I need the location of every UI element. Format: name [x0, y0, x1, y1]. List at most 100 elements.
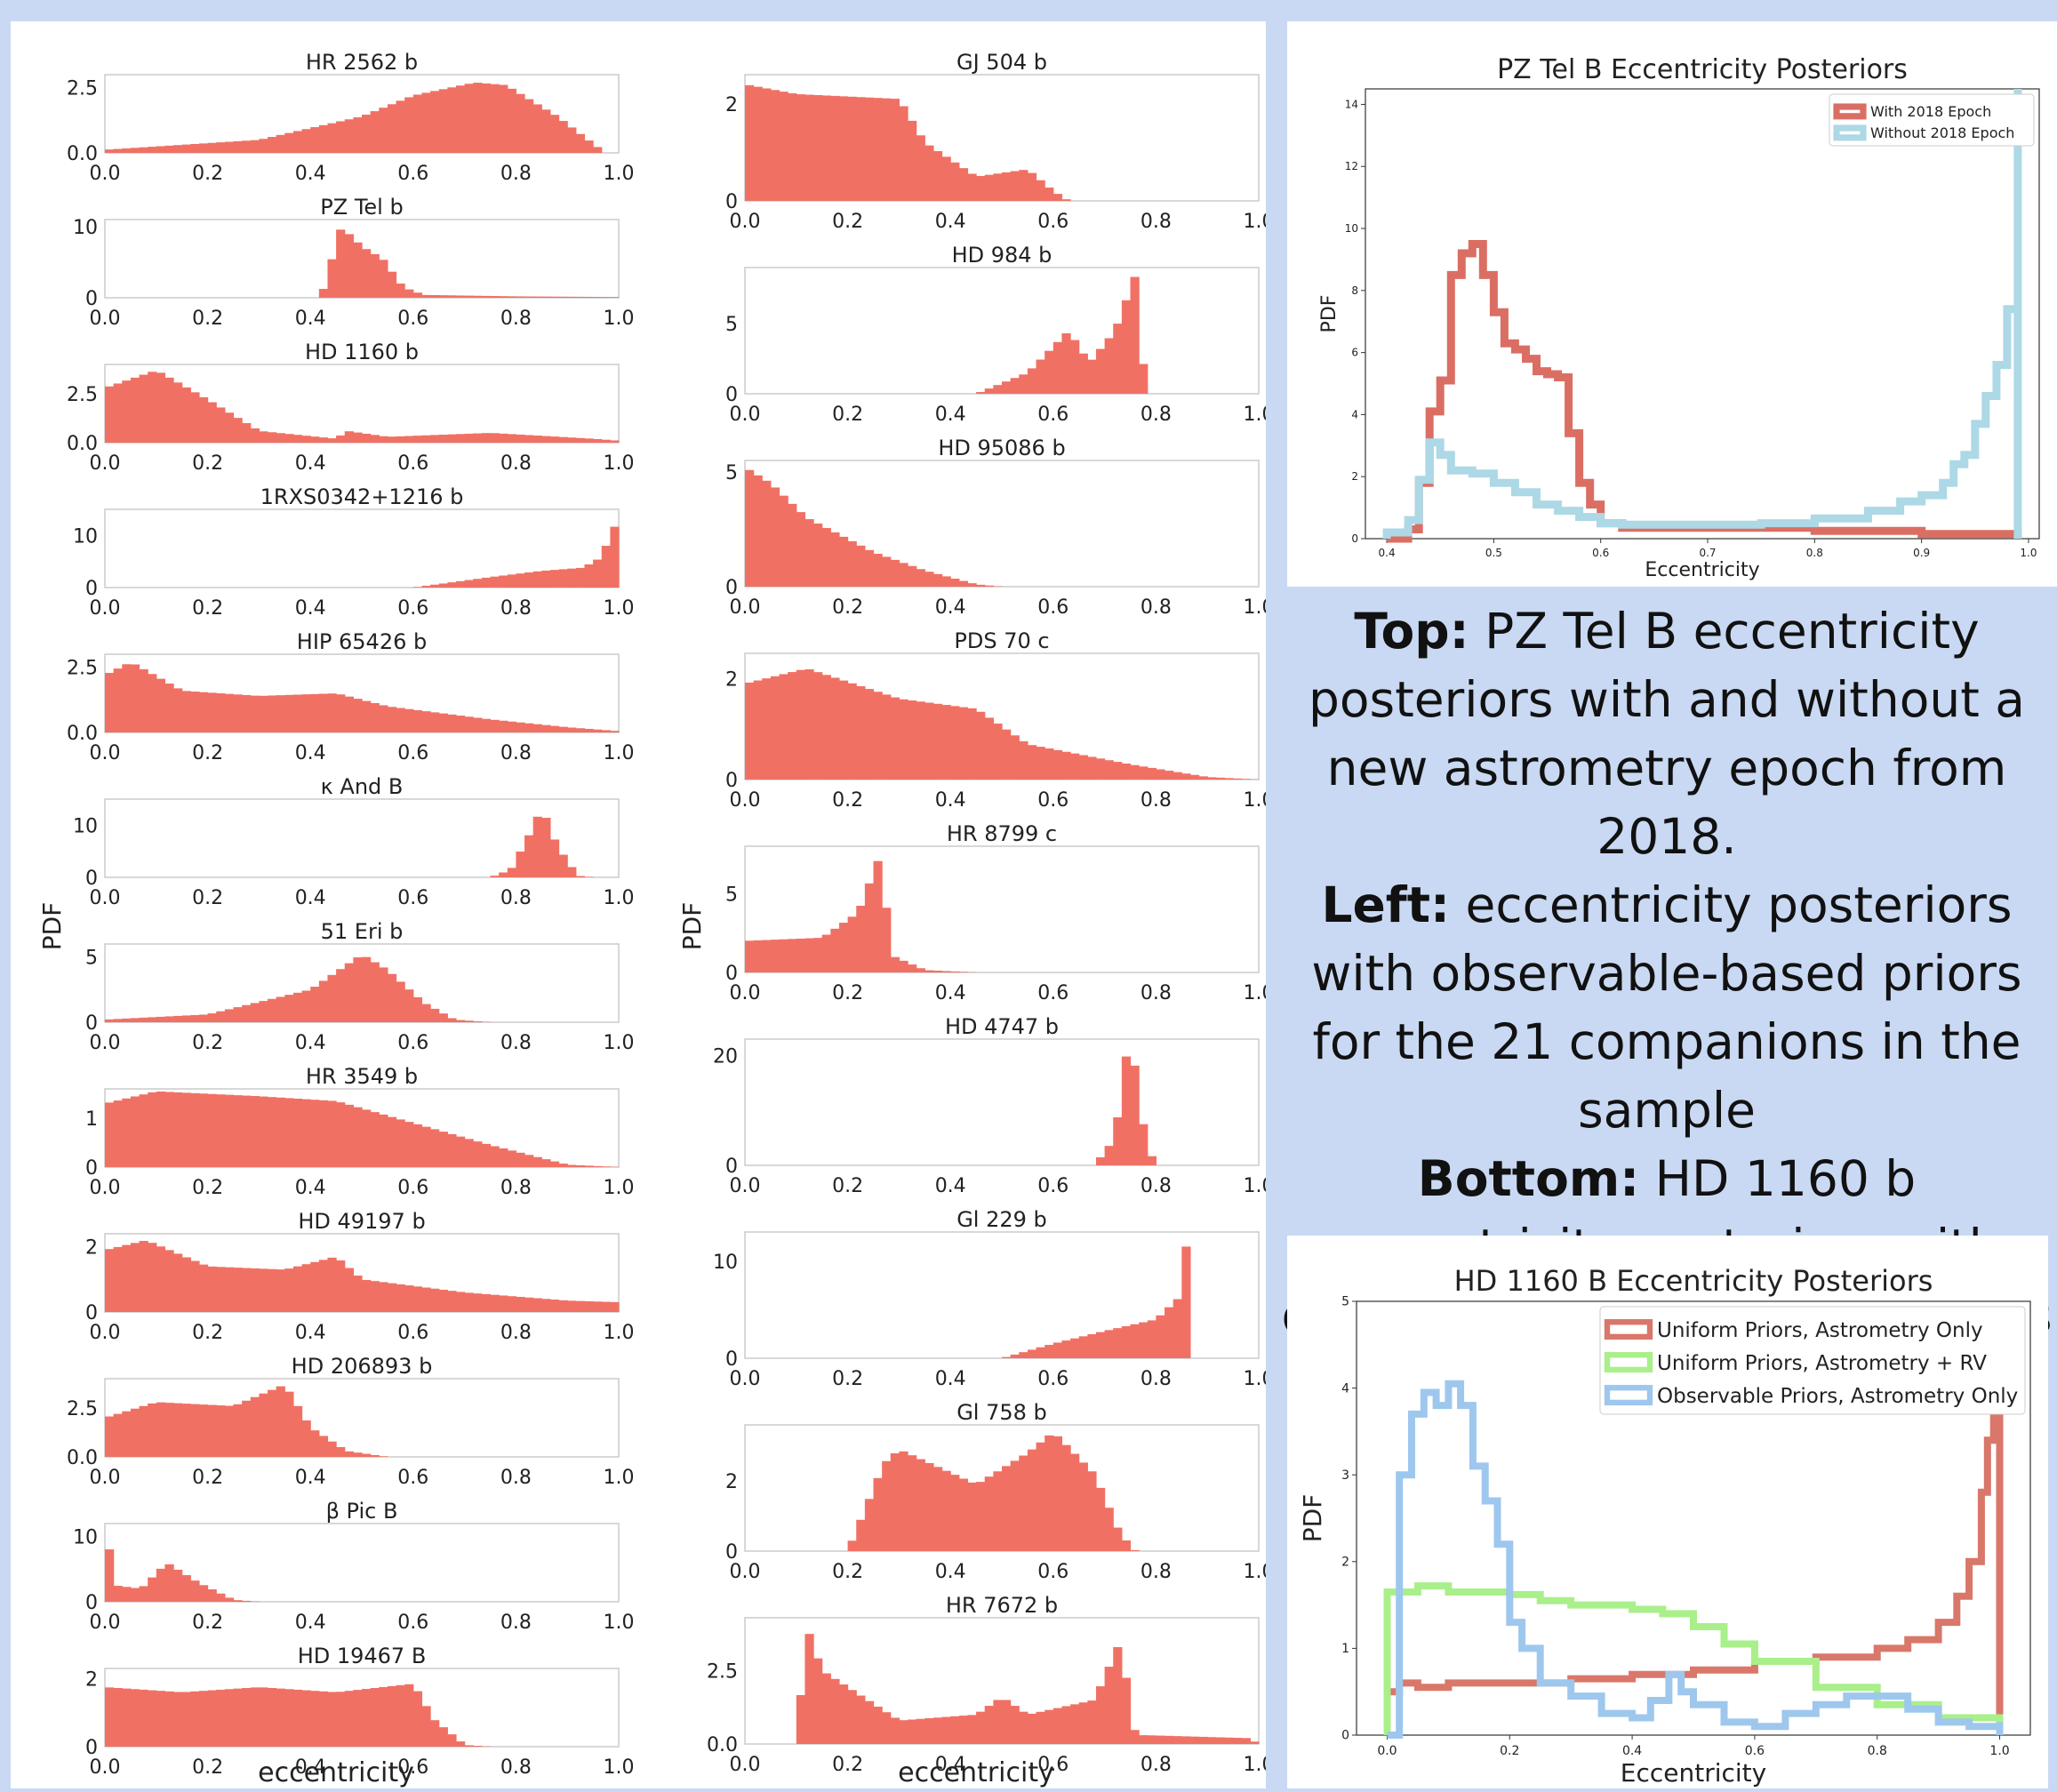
x-tick-label: 0.4 — [1622, 1744, 1642, 1758]
histogram-bar — [1122, 764, 1131, 780]
histogram-bar — [1105, 1330, 1114, 1358]
histogram-bar — [268, 1097, 276, 1167]
histogram-bar — [924, 703, 933, 780]
histogram-bar — [379, 1687, 388, 1747]
panel-axes-frame — [745, 1039, 1259, 1165]
histogram-bar — [780, 940, 788, 972]
histogram-bar — [1148, 1735, 1157, 1744]
histogram-bar — [788, 93, 796, 201]
histogram-bar — [499, 576, 508, 588]
histogram-bar — [541, 571, 550, 588]
x-tick-label: 0.2 — [832, 1561, 863, 1583]
x-tick-label: 0.0 — [730, 404, 761, 426]
x-tick-label: 1.0 — [604, 1177, 635, 1199]
histogram-bar — [1087, 756, 1096, 780]
histogram-bar — [874, 554, 883, 587]
histogram-bar — [268, 137, 276, 153]
histogram-bar — [310, 1262, 319, 1312]
histogram-bar — [482, 1144, 491, 1167]
histogram-bar — [310, 1100, 319, 1167]
histogram-bar — [959, 1478, 968, 1551]
histogram-bar — [1037, 180, 1045, 201]
histogram-bar — [413, 1124, 422, 1167]
histogram-bar — [1096, 1686, 1105, 1744]
right-column-xlabel: eccentricity — [898, 1757, 1054, 1788]
histogram-bar — [933, 151, 942, 201]
histogram-bar — [508, 722, 516, 732]
histogram-bar — [131, 1096, 140, 1167]
histogram-bar — [967, 583, 976, 587]
histogram-bar — [447, 87, 456, 153]
histogram-bar — [319, 980, 328, 1022]
histogram-bar — [1019, 741, 1028, 780]
histogram-bar — [541, 725, 550, 732]
histogram-bar — [362, 957, 371, 1022]
caption-top-label: Top: — [1354, 603, 1469, 660]
histogram-bar — [345, 964, 354, 1022]
x-tick-label: 0.6 — [397, 1612, 428, 1634]
histogram-bar — [1242, 1738, 1251, 1744]
histogram-bar — [251, 1687, 260, 1747]
histogram-bar — [1181, 1246, 1190, 1358]
histogram-bar — [156, 146, 165, 153]
histogram-bar — [1139, 364, 1148, 394]
legend-label: Without 2018 Epoch — [1870, 124, 2014, 141]
histogram-bar — [602, 440, 611, 443]
histogram-bar — [140, 1018, 148, 1022]
x-tick-label: 1.0 — [604, 597, 635, 620]
histogram-bar — [276, 433, 285, 443]
histogram-bar — [762, 88, 771, 201]
x-tick-label: 0.2 — [832, 596, 863, 619]
histogram-bar — [439, 435, 448, 443]
x-tick-label: 0.6 — [397, 1467, 428, 1489]
histogram-bar — [950, 579, 959, 587]
histogram-bar — [1165, 1736, 1173, 1744]
histogram-bar — [268, 695, 276, 732]
y-tick-label: 0 — [1351, 532, 1358, 545]
histogram-bar — [1037, 1348, 1045, 1358]
histogram-bar — [1216, 778, 1225, 780]
histogram-bar — [891, 560, 900, 587]
histogram-bar — [284, 434, 293, 443]
histogram-bar — [353, 1452, 362, 1457]
histogram-bar — [1019, 170, 1028, 201]
histogram-bar — [899, 107, 908, 202]
histogram-bar — [567, 1300, 576, 1312]
histogram-bar — [1165, 771, 1173, 780]
x-tick-label: 0.2 — [192, 1032, 223, 1054]
histogram-bar — [584, 729, 593, 732]
y-tick-label: 2.5 — [67, 658, 98, 680]
histogram-bar — [491, 876, 500, 877]
histogram-bar — [1079, 354, 1088, 394]
histogram-bar — [499, 296, 508, 298]
panel-title: 1RXS0342+1216 b — [260, 484, 464, 509]
x-tick-label: 0.4 — [295, 1032, 326, 1054]
histogram-bar — [576, 728, 585, 732]
histogram-bar — [268, 1688, 276, 1747]
histogram-bar — [1028, 1714, 1037, 1744]
histogram-bar — [430, 295, 439, 298]
histogram-bar — [576, 134, 585, 153]
histogram-bar — [336, 436, 345, 443]
histogram-bar — [284, 995, 293, 1022]
histogram-bar — [1199, 1737, 1208, 1744]
histogram-bar — [1224, 778, 1233, 780]
histogram-bar — [1028, 745, 1037, 780]
histogram-bar — [1028, 1349, 1037, 1358]
histogram-bar — [182, 1692, 191, 1747]
histogram-bar — [302, 694, 311, 732]
histogram-bar — [602, 1166, 611, 1167]
histogram-bar — [1011, 1460, 1020, 1551]
histogram-bar — [421, 1004, 430, 1022]
histogram-bar — [473, 718, 482, 733]
histogram-bar — [796, 670, 805, 780]
histogram-bar — [533, 724, 542, 732]
histogram-bar — [310, 1691, 319, 1747]
histogram-bar — [916, 1719, 925, 1744]
histogram-bar — [225, 1597, 234, 1602]
histogram-bar — [164, 1564, 173, 1602]
histogram-bar — [199, 1093, 208, 1167]
